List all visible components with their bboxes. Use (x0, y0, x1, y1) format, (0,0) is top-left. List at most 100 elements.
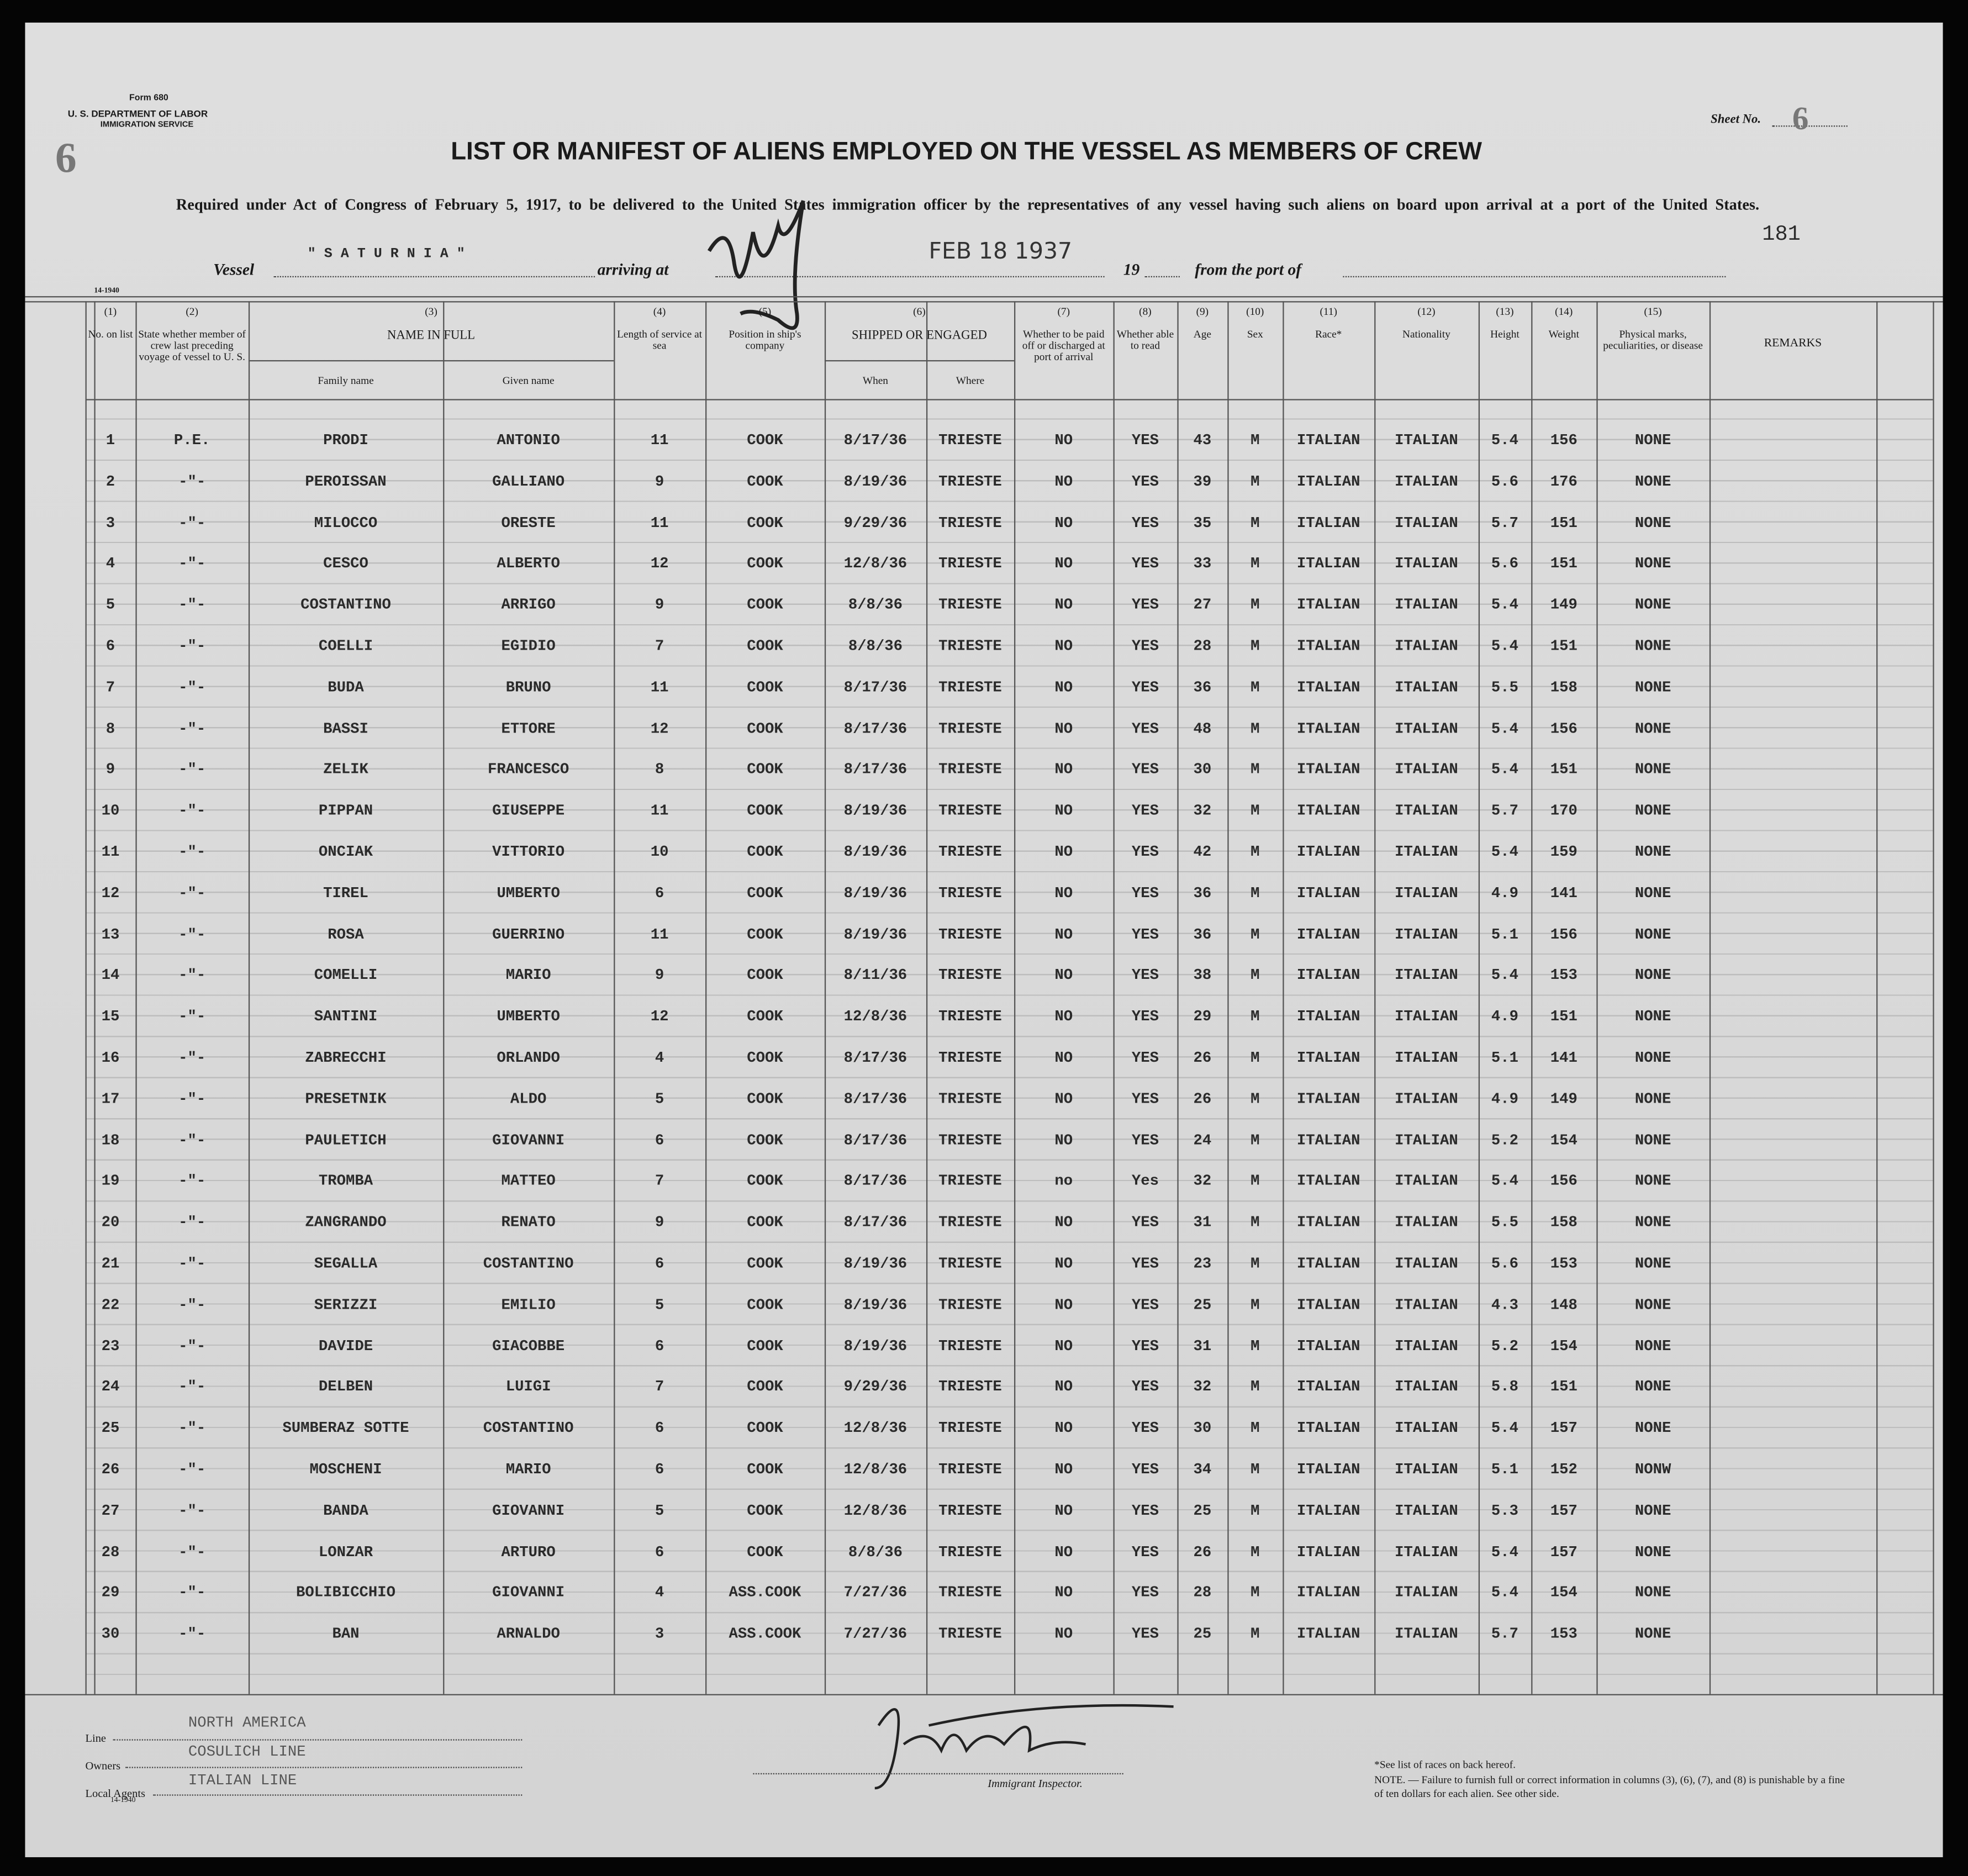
cell: 12 (650, 555, 669, 573)
column-rule (926, 301, 928, 1694)
cell: NONE (1634, 1419, 1671, 1437)
cell: 6 (655, 1461, 664, 1478)
column-sub-label: Where (956, 373, 985, 387)
cell: 4.3 (1491, 1296, 1519, 1314)
cell: 31 (1193, 1337, 1212, 1355)
cell: ITALIAN (1296, 596, 1360, 614)
cell: YES (1131, 967, 1159, 984)
cell: -"- (178, 596, 206, 614)
cell: TRIESTE (938, 1172, 1002, 1190)
cell: TRIESTE (938, 555, 1002, 573)
cell: 30 (101, 1625, 120, 1643)
cell: 11 (101, 843, 120, 861)
cell: ITALIAN (1296, 967, 1360, 984)
cell: ITALIAN (1296, 514, 1360, 532)
cell: M (1251, 1049, 1260, 1067)
cell: 8/17/36 (843, 1131, 908, 1149)
cell: NONE (1634, 884, 1671, 902)
column-label: Age (1193, 327, 1211, 340)
column-number: (13) (1496, 304, 1514, 318)
cell: NO (1054, 472, 1073, 491)
cell: COOK (747, 967, 783, 984)
column-number: (11) (1320, 304, 1337, 318)
cell: ITALIAN (1296, 1008, 1360, 1026)
cell: COOK (747, 637, 783, 655)
cell: YES (1131, 1584, 1159, 1602)
cell: 5.4 (1491, 1172, 1519, 1190)
column-number: (14) (1555, 304, 1573, 318)
cell: 8/19/36 (843, 1296, 908, 1314)
cell: 23 (1193, 1255, 1212, 1273)
cell: ITALIAN (1395, 472, 1458, 491)
cell: M (1251, 1501, 1260, 1520)
cell: 23 (101, 1337, 120, 1355)
cell: ZELIK (323, 761, 368, 779)
cell: 22 (101, 1296, 120, 1314)
cell: -"- (178, 1008, 206, 1026)
cell: M (1251, 1378, 1260, 1396)
cell: 9 (105, 761, 115, 779)
cell: 5.6 (1491, 555, 1519, 573)
cell: 8/17/36 (843, 1214, 908, 1231)
cell: NONW (1634, 1461, 1671, 1478)
cell: 2 (105, 472, 115, 491)
cell: 151 (1550, 637, 1577, 655)
cell: ITALIAN (1296, 1090, 1360, 1108)
cell: 9 (655, 967, 664, 984)
cell: YES (1131, 1378, 1159, 1396)
cell: YES (1131, 1008, 1159, 1026)
cell: EGIDIO (501, 637, 556, 655)
cell: 5.4 (1491, 637, 1519, 655)
cell: TRIESTE (938, 761, 1002, 779)
cell: NONE (1634, 637, 1671, 655)
cell: TRIESTE (938, 678, 1002, 697)
cell: SEGALLA (314, 1255, 378, 1273)
cell: 5 (655, 1090, 664, 1108)
cell: 34 (1193, 1461, 1212, 1478)
vessel-label: Vessel (213, 260, 255, 279)
cell: TRIESTE (938, 1214, 1002, 1231)
cell: no (1054, 1172, 1073, 1190)
owners-rule (125, 1767, 523, 1768)
column-rule (1227, 301, 1229, 1694)
cell: ITALIAN (1395, 514, 1458, 532)
cell: YES (1131, 1501, 1159, 1520)
cell: 148 (1550, 1296, 1577, 1314)
column-label: Race* (1315, 327, 1342, 340)
cell: NONE (1634, 1337, 1671, 1355)
cell: 5 (105, 596, 115, 614)
cell: NO (1054, 1419, 1073, 1437)
cell: COOK (747, 1131, 783, 1149)
cell: COOK (747, 1378, 783, 1396)
cell: COOK (747, 1214, 783, 1231)
cell: ZABRECCHI (305, 1049, 387, 1067)
cell: 26 (1193, 1090, 1212, 1108)
cell: YES (1131, 637, 1159, 655)
column-rule (248, 301, 250, 1694)
column-number: (10) (1246, 304, 1264, 318)
column-rule (614, 301, 615, 1694)
cell: BOLIBICCHIO (296, 1584, 396, 1602)
cell: MOSCHENI (309, 1461, 382, 1478)
cell: ITALIAN (1296, 719, 1360, 737)
cell: TRIESTE (938, 1501, 1002, 1520)
cell: NONE (1634, 719, 1671, 737)
cell: 8 (655, 761, 664, 779)
cell: -"- (178, 1255, 206, 1273)
cell: TRIESTE (938, 1296, 1002, 1314)
cell: 5.2 (1491, 1131, 1519, 1149)
cell: -"- (178, 843, 206, 861)
cell: COOK (747, 1501, 783, 1520)
cell: NONE (1634, 843, 1671, 861)
cell: NONE (1634, 925, 1671, 944)
cell: NO (1054, 761, 1073, 779)
cell: 11 (650, 678, 669, 697)
cell: BASSI (323, 719, 368, 737)
cell: COOK (747, 1461, 783, 1478)
cell: NO (1054, 1625, 1073, 1643)
header-rule (85, 399, 1933, 401)
cell: ITALIAN (1395, 1214, 1458, 1231)
cell: NO (1054, 719, 1073, 737)
column-label: No. on list (88, 327, 133, 340)
cell: 151 (1550, 514, 1577, 532)
